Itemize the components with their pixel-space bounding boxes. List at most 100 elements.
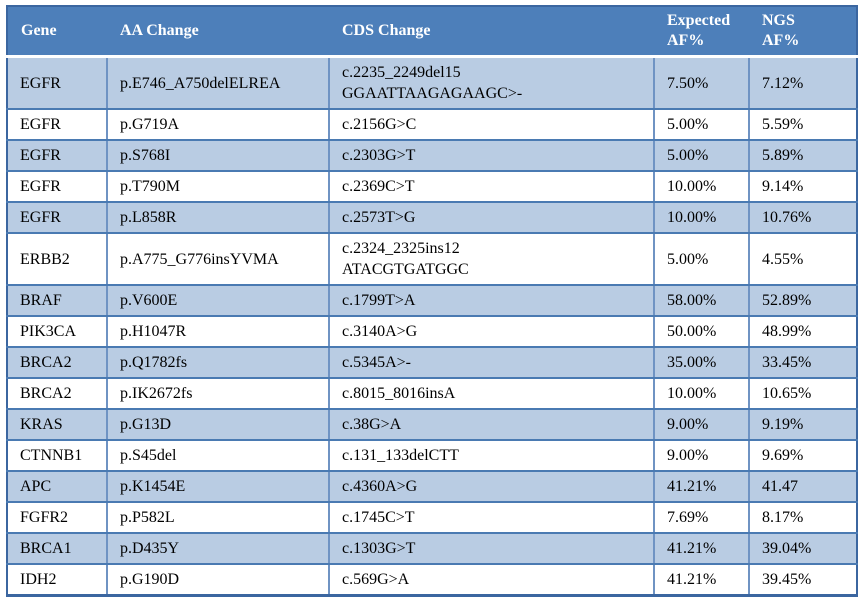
cell-gene: APC (6, 470, 108, 503)
cell-cds: c.2573T>G (328, 201, 655, 234)
cell-aa: p.G190D (106, 563, 330, 597)
cell-cds: c.569G>A (328, 563, 655, 597)
column-header-gene: Gene (7, 6, 107, 58)
cell-expected: 5.00% (653, 232, 750, 286)
table-row: EGFR p.G719A c.2156G>C 5.00% 5.59% (6, 108, 858, 141)
cell-cds: c.131_133delCTT (328, 439, 655, 472)
cell-ngs: 10.76% (748, 201, 858, 234)
cell-gene: BRCA2 (6, 346, 108, 379)
cell-aa: p.L858R (106, 201, 330, 234)
cell-expected: 10.00% (653, 201, 750, 234)
cell-aa: p.S45del (106, 439, 330, 472)
cell-cds: c.4360A>G (328, 470, 655, 503)
column-header-cds-change: CDS Change (329, 6, 654, 58)
cell-gene: PIK3CA (6, 315, 108, 348)
header-row: Gene AA Change CDS Change Expected AF% N… (7, 6, 857, 58)
cell-expected: 9.00% (653, 439, 750, 472)
table-row: CTNNB1 p.S45del c.131_133delCTT 9.00% 9.69% (6, 439, 858, 472)
cell-expected: 5.00% (653, 139, 750, 172)
cell-cds: c.5345A>- (328, 346, 655, 379)
table-row: EGFR p.E746_A750delELREA c.2235_2249del15 … (6, 55, 858, 110)
column-header-expected-af: Expected AF% (654, 6, 749, 58)
cell-gene: EGFR (6, 108, 108, 141)
cell-expected: 5.00% (653, 108, 750, 141)
table-row: IDH2 p.G190D c.569G>A 41.21% 39.45% (6, 563, 858, 597)
cell-ngs: 41.47 (748, 470, 858, 503)
cell-cds: c.1799T>A (328, 284, 655, 317)
cell-aa: p.V600E (106, 284, 330, 317)
cell-ngs: 33.45% (748, 346, 858, 379)
cell-gene: EGFR (6, 139, 108, 172)
cell-gene: BRCA1 (6, 532, 108, 565)
table-row: KRAS p.G13D c.38G>A 9.00% 9.19% (6, 408, 858, 441)
cell-aa: p.A775_G776insYVMA (106, 232, 330, 286)
cell-cds: c.1303G>T (328, 532, 655, 565)
cell-expected: 35.00% (653, 346, 750, 379)
variant-table: Gene AA Change CDS Change Expected AF% N… (6, 5, 858, 597)
cell-ngs: 9.19% (748, 408, 858, 441)
cell-aa: p.G13D (106, 408, 330, 441)
cell-cds: c.38G>A (328, 408, 655, 441)
cell-aa: p.K1454E (106, 470, 330, 503)
table-row: EGFR p.L858R c.2573T>G 10.00% 10.76% (6, 201, 858, 234)
table-row: BRCA2 p.IK2672fs c.8015_8016insA 10.00% 10.6… (6, 377, 858, 410)
cell-gene: EGFR (6, 170, 108, 203)
table-row: ERBB2 p.A775_G776insYVMA c.2324_2325ins12 … (6, 232, 858, 286)
table-row: BRCA1 p.D435Y c.1303G>T 41.21% 39.04% (6, 532, 858, 565)
cell-cds: c.2235_2249del15 GGAATTAAGAGAAGC>- (328, 55, 655, 110)
table-row: EGFR p.S768I c.2303G>T 5.00% 5.89% (6, 139, 858, 172)
cell-gene: CTNNB1 (6, 439, 108, 472)
cell-expected: 41.21% (653, 563, 750, 597)
cell-cds: c.2156G>C (328, 108, 655, 141)
cell-ngs: 4.55% (748, 232, 858, 286)
table-row: PIK3CA p.H1047R c.3140A>G 50.00% 48.99% (6, 315, 858, 348)
cell-ngs: 8.17% (748, 501, 858, 534)
cell-gene: EGFR (6, 201, 108, 234)
cell-ngs: 5.89% (748, 139, 858, 172)
cell-gene: KRAS (6, 408, 108, 441)
cell-ngs: 48.99% (748, 315, 858, 348)
cell-cds: c.2303G>T (328, 139, 655, 172)
column-header-aa-change: AA Change (107, 6, 329, 58)
cell-ngs: 39.45% (748, 563, 858, 597)
cell-expected: 58.00% (653, 284, 750, 317)
cell-ngs: 9.69% (748, 439, 858, 472)
cell-aa: p.Q1782fs (106, 346, 330, 379)
table-row: BRCA2 p.Q1782fs c.5345A>- 35.00% 33.45% (6, 346, 858, 379)
cell-aa: p.S768I (106, 139, 330, 172)
table-row: FGFR2 p.P582L c.1745C>T 7.69% 8.17% (6, 501, 858, 534)
cell-expected: 41.21% (653, 470, 750, 503)
cell-cds: c.8015_8016insA (328, 377, 655, 410)
cell-cds: c.2369C>T (328, 170, 655, 203)
table-row: BRAF p.V600E c.1799T>A 58.00% 52.89% (6, 284, 858, 317)
cell-aa: p.P582L (106, 501, 330, 534)
cell-aa: p.H1047R (106, 315, 330, 348)
cell-gene: BRCA2 (6, 377, 108, 410)
column-header-ngs-af: NGS AF% (749, 6, 857, 58)
table-body: EGFR p.E746_A750delELREA c.2235_2249del15 … (6, 55, 858, 597)
cell-ngs: 52.89% (748, 284, 858, 317)
cell-cds: c.3140A>G (328, 315, 655, 348)
cell-aa: p.IK2672fs (106, 377, 330, 410)
cell-gene: IDH2 (6, 563, 108, 597)
cell-aa: p.D435Y (106, 532, 330, 565)
table-row: APC p.K1454E c.4360A>G 41.21% 41.47 (6, 470, 858, 503)
cell-ngs: 5.59% (748, 108, 858, 141)
cell-expected: 10.00% (653, 377, 750, 410)
cell-ngs: 10.65% (748, 377, 858, 410)
cell-ngs: 9.14% (748, 170, 858, 203)
cell-expected: 50.00% (653, 315, 750, 348)
cell-expected: 7.50% (653, 55, 750, 110)
cell-gene: ERBB2 (6, 232, 108, 286)
cell-cds: c.1745C>T (328, 501, 655, 534)
cell-aa: p.G719A (106, 108, 330, 141)
cell-expected: 7.69% (653, 501, 750, 534)
cell-expected: 41.21% (653, 532, 750, 565)
cell-cds: c.2324_2325ins12 ATACGTGATGGC (328, 232, 655, 286)
table-header: Gene AA Change CDS Change Expected AF% N… (7, 6, 857, 58)
table-row: EGFR p.T790M c.2369C>T 10.00% 9.14% (6, 170, 858, 203)
cell-ngs: 39.04% (748, 532, 858, 565)
cell-gene: EGFR (6, 55, 108, 110)
cell-ngs: 7.12% (748, 55, 858, 110)
